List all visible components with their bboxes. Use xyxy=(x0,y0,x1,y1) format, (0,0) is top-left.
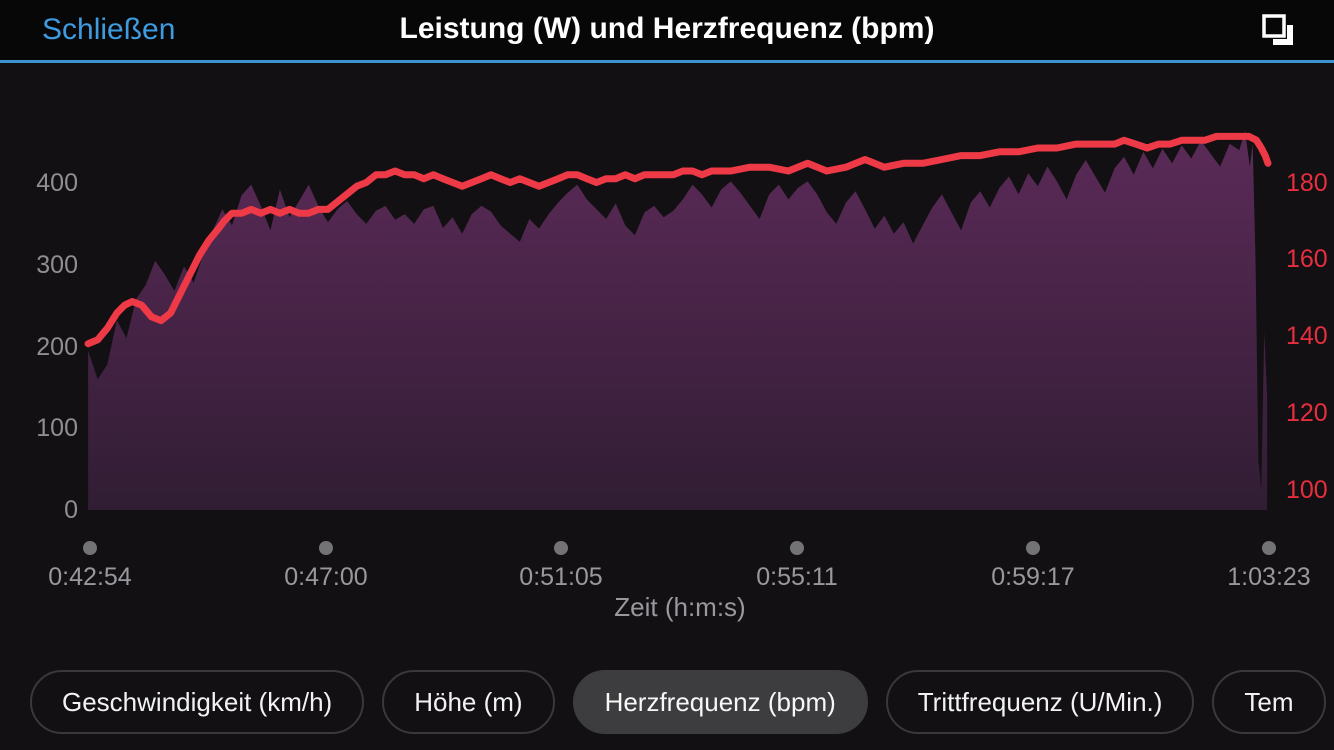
y-axis-left-tick-400: 400 xyxy=(36,169,78,197)
header-bar: Schließen Leistung (W) und Herzfrequenz … xyxy=(0,0,1334,63)
y-axis-left-tick-200: 200 xyxy=(36,332,78,361)
x-tick-label: 1:03:23 xyxy=(1227,563,1311,591)
x-tick-label: 0:59:17 xyxy=(991,563,1075,591)
x-tick-dot xyxy=(1262,541,1276,555)
y-axis-left-tick-0: 0 xyxy=(64,496,78,524)
tab-geschwindigkeit-km-h[interactable]: Geschwindigkeit (km/h) xyxy=(30,670,365,734)
x-tick-label: 0:42:54 xyxy=(48,563,132,591)
x-tick-dot xyxy=(554,541,568,555)
tab-trittfrequenz-u-min[interactable]: Trittfrequenz (U/Min.) xyxy=(885,670,1195,734)
page-title: Leistung (W) und Herzfrequenz (bpm) xyxy=(399,12,935,45)
x-tick-label: 0:55:11 xyxy=(756,563,838,591)
x-tick-label: 0:51:05 xyxy=(519,563,603,591)
y-axis-left-tick-100: 100 xyxy=(36,414,78,443)
heart-rate-line-series xyxy=(84,132,1272,348)
y-axis-right-tick-160: 160 xyxy=(1286,245,1328,274)
tab-h-he-m[interactable]: Höhe (m) xyxy=(382,670,555,734)
close-button[interactable]: Schließen xyxy=(42,0,175,60)
x-tick-dot xyxy=(1026,541,1040,555)
x-axis-dots xyxy=(83,541,1276,555)
x-tick-dot xyxy=(83,541,97,555)
tab-tem[interactable]: Tem xyxy=(1212,670,1326,734)
overlapping-windows-icon[interactable] xyxy=(1260,12,1296,48)
y-axis-right-tick-100: 100 xyxy=(1286,475,1328,504)
metric-tabs: Geschwindigkeit (km/h) Höhe (m) Herzfreque… xyxy=(30,670,1326,734)
x-tick-label: 0:47:00 xyxy=(284,563,368,591)
power-area-series xyxy=(88,130,1268,510)
overlapping-squares-glyph xyxy=(1260,12,1293,45)
x-tick-dot xyxy=(319,541,333,555)
tab-herzfrequenz-bpm[interactable]: Herzfrequenz (bpm) xyxy=(572,670,868,734)
x-axis-title: Zeit (h:m:s) xyxy=(614,592,746,622)
x-tick-dot xyxy=(790,541,804,555)
y-axis-left-tick-300: 300 xyxy=(36,250,78,279)
y-axis-right-tick-180: 180 xyxy=(1286,168,1328,197)
y-axis-right-tick-120: 120 xyxy=(1286,398,1328,427)
y-axis-right-tick-140: 140 xyxy=(1286,322,1328,350)
